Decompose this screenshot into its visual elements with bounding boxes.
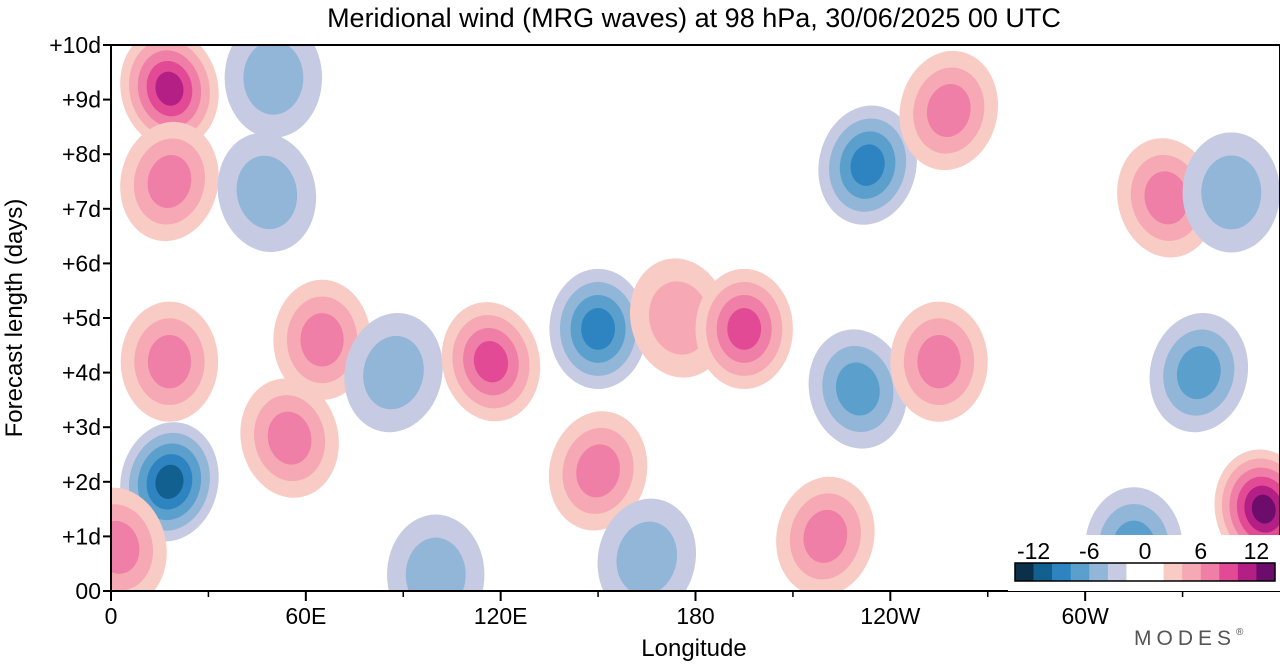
y-tick-label: +4d	[62, 360, 101, 386]
contour-cell	[120, 422, 219, 542]
y-tick-label: +7d	[62, 196, 101, 222]
colorbar-swatch	[1015, 563, 1034, 581]
contour-level	[147, 155, 192, 208]
colorbar-swatch	[1089, 563, 1109, 581]
contour-cell	[344, 312, 443, 433]
contour-cell	[597, 498, 697, 591]
colorbar-swatch	[1107, 563, 1127, 581]
colorbar-swatch	[1163, 563, 1183, 581]
x-axis-ticks: 0 60E 120E 180 120W 60W	[105, 591, 1184, 629]
contour-level	[926, 84, 971, 138]
colorbar-legend: -12 -6 0 6 12	[1008, 535, 1280, 591]
x-tick-label: 120W	[860, 603, 920, 629]
contour-cell	[1182, 132, 1280, 253]
contour-cell	[111, 487, 167, 591]
colorbar-swatch	[1182, 563, 1202, 581]
y-tick-label: 00	[75, 578, 101, 604]
contour-level	[1144, 171, 1189, 225]
y-tick-label: +10d	[49, 32, 101, 58]
contour-cell	[120, 301, 219, 422]
colorbar-swatch	[1145, 563, 1164, 581]
contour-level	[111, 520, 140, 574]
contour-level	[835, 362, 880, 416]
contour-level	[648, 281, 710, 355]
y-tick-label: +6d	[62, 250, 101, 276]
colorbar-swatch	[1033, 563, 1053, 581]
y-axis-ticks: 00 +1d +2d +3d +4d +5d +6d +7d +8d +9d +10d	[49, 32, 111, 604]
contour-level	[1251, 494, 1276, 524]
colorbar-swatch	[1052, 563, 1072, 581]
contour-cell	[776, 476, 875, 591]
x-tick-label: 60W	[1062, 603, 1110, 629]
colorbar-swatch	[1219, 563, 1239, 581]
x-axis-label: Longitude	[641, 635, 746, 662]
colorbar-outline	[1014, 562, 1276, 582]
colorbar-swatch	[1070, 563, 1090, 581]
colorbar-tick-label: 6	[1194, 538, 1207, 564]
contour-cell	[890, 301, 988, 422]
contour-level	[405, 537, 466, 591]
contour-cell	[549, 268, 647, 389]
y-tick-label: +2d	[62, 469, 101, 495]
x-tick-label: 0	[105, 603, 118, 629]
x-tick-label: 60E	[285, 603, 326, 629]
contour-cell	[695, 268, 793, 389]
contour-cell	[240, 378, 339, 498]
chart-title: Meridional wind (MRG waves) at 98 hPa, 3…	[327, 3, 1061, 33]
contour-level	[155, 71, 184, 106]
colorbar-swatch	[1237, 563, 1257, 581]
x-tick-label: 180	[676, 603, 714, 629]
contour-cell	[387, 514, 485, 591]
contour-level	[300, 313, 344, 367]
contour-level	[363, 335, 424, 410]
contour-cell	[808, 329, 908, 449]
contour-level	[576, 444, 620, 498]
contour-cell	[120, 121, 219, 242]
contour-level	[473, 340, 509, 383]
contour-level	[267, 411, 312, 465]
contour-level	[243, 45, 304, 115]
x-tick-label: 120E	[474, 603, 528, 629]
y-tick-label: +9d	[62, 87, 101, 113]
contour-level	[850, 144, 885, 186]
contour-cell	[224, 45, 323, 138]
y-tick-label: +5d	[62, 305, 101, 331]
contour-level	[727, 308, 762, 350]
contour-cell	[548, 411, 648, 531]
contour-level	[917, 334, 961, 389]
contour-cell	[899, 50, 999, 171]
colorbar-tick-label: -6	[1079, 538, 1099, 564]
y-axis-label: Forecast length (days)	[1, 199, 28, 438]
y-tick-label: +1d	[62, 523, 101, 549]
colorbar-tick-label: -12	[1017, 538, 1050, 564]
contour-level	[1201, 155, 1262, 230]
colorbar-swatch	[1256, 563, 1276, 581]
colorbar-tick-label: 0	[1139, 538, 1152, 564]
colorbar-tick-label: 12	[1244, 538, 1270, 564]
modes-logo: MODES®	[1134, 627, 1244, 650]
contour-cell	[1149, 312, 1249, 433]
contour-cell	[120, 45, 219, 149]
colorbar-swatch	[1126, 563, 1146, 581]
colorbar-swatch	[1200, 563, 1220, 581]
contour-level	[803, 509, 848, 563]
contour-cell	[441, 302, 541, 422]
y-tick-label: +3d	[62, 414, 101, 440]
contour-level	[616, 521, 678, 591]
contour-level	[581, 308, 616, 350]
contour-level	[236, 155, 298, 230]
contour-field	[111, 45, 1280, 591]
contour-cell	[818, 105, 917, 225]
contour-level	[155, 464, 184, 499]
contour-level	[147, 334, 192, 389]
contour-level	[1176, 346, 1221, 400]
y-tick-label: +8d	[62, 141, 101, 167]
contour-cell	[217, 132, 317, 253]
